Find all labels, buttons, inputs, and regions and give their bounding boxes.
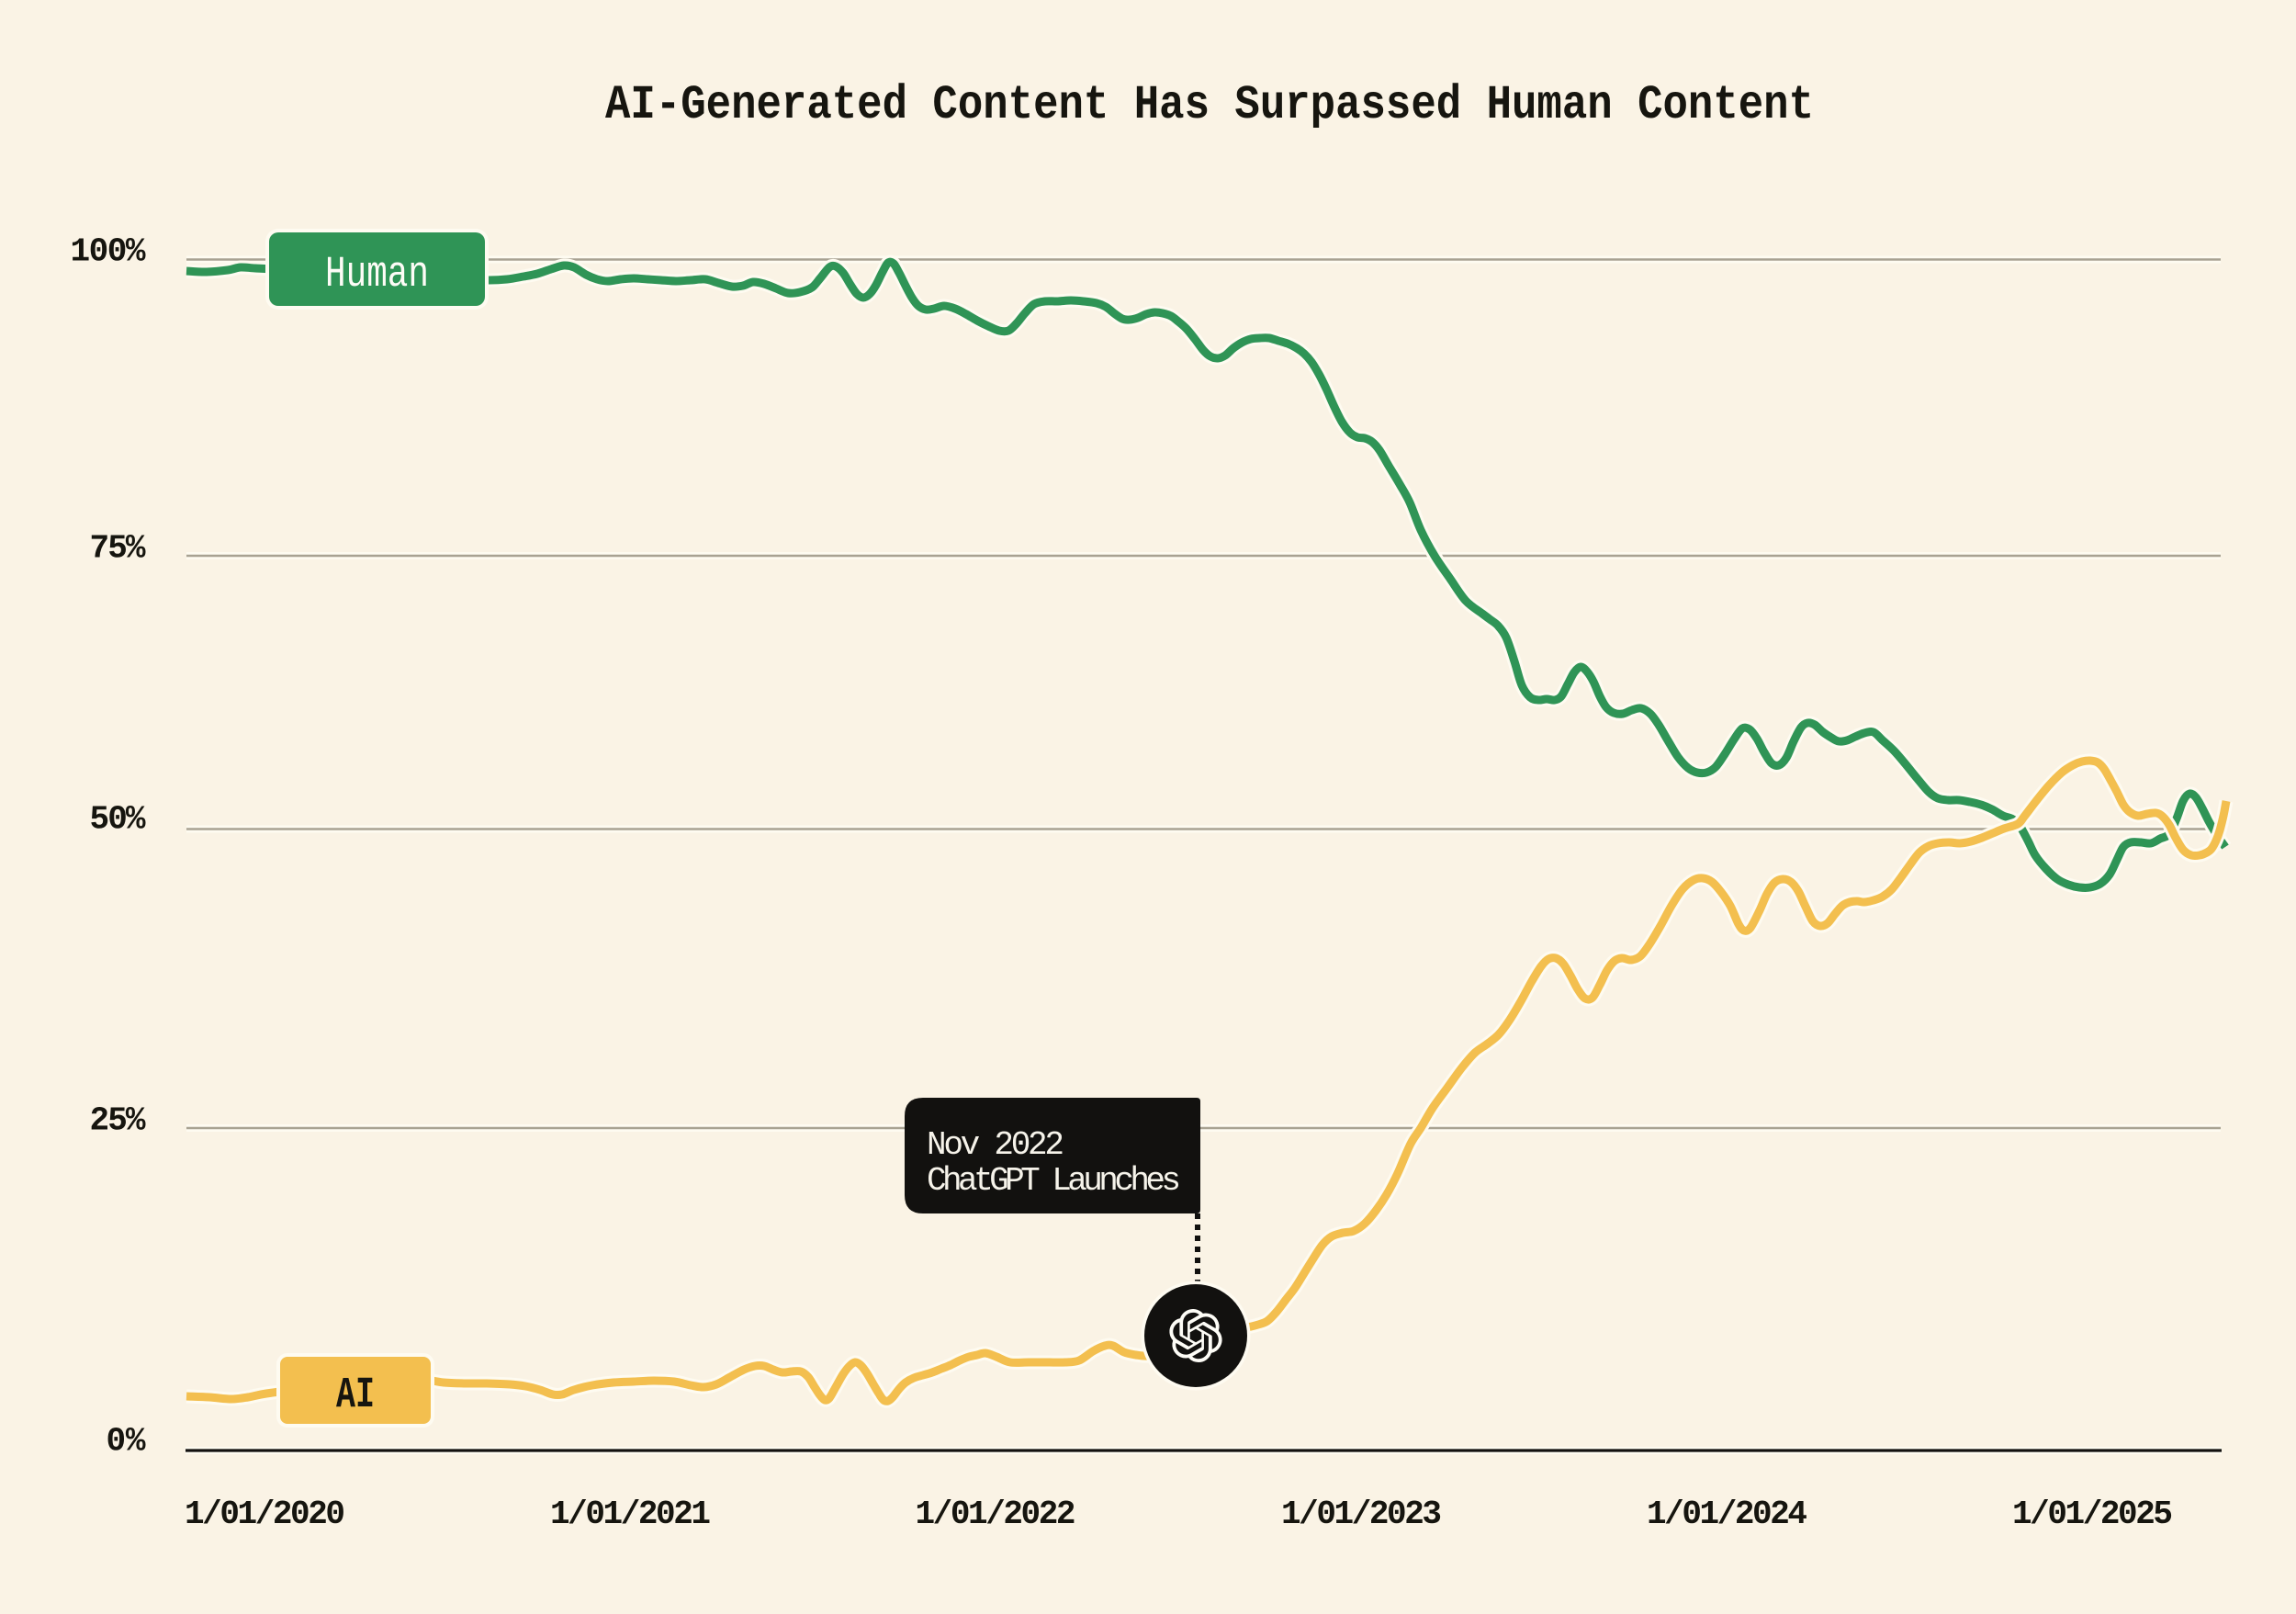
svg-text:1/01/2025: 1/01/2025 (2012, 1495, 2173, 1533)
svg-text:75%: 75% (90, 530, 146, 568)
svg-text:ChatGPT Launches: ChatGPT Launches (927, 1162, 1181, 1200)
svg-text:25%: 25% (90, 1102, 146, 1140)
svg-text:AI: AI (336, 1371, 375, 1420)
svg-text:Human: Human (325, 251, 429, 299)
svg-text:Nov 2022: Nov 2022 (927, 1126, 1064, 1164)
svg-text:1/01/2023: 1/01/2023 (1281, 1495, 1442, 1533)
svg-text:1/01/2022: 1/01/2022 (916, 1495, 1076, 1533)
svg-text:0%: 0% (107, 1423, 146, 1461)
svg-text:1/01/2020: 1/01/2020 (185, 1495, 345, 1533)
svg-text:100%: 100% (71, 233, 146, 271)
svg-text:50%: 50% (90, 801, 146, 839)
svg-text:1/01/2021: 1/01/2021 (550, 1495, 711, 1533)
svg-text:AI-Generated Content Has Surpa: AI-Generated Content Has Surpassed Human… (605, 78, 1814, 132)
svg-text:1/01/2024: 1/01/2024 (1647, 1495, 1807, 1533)
